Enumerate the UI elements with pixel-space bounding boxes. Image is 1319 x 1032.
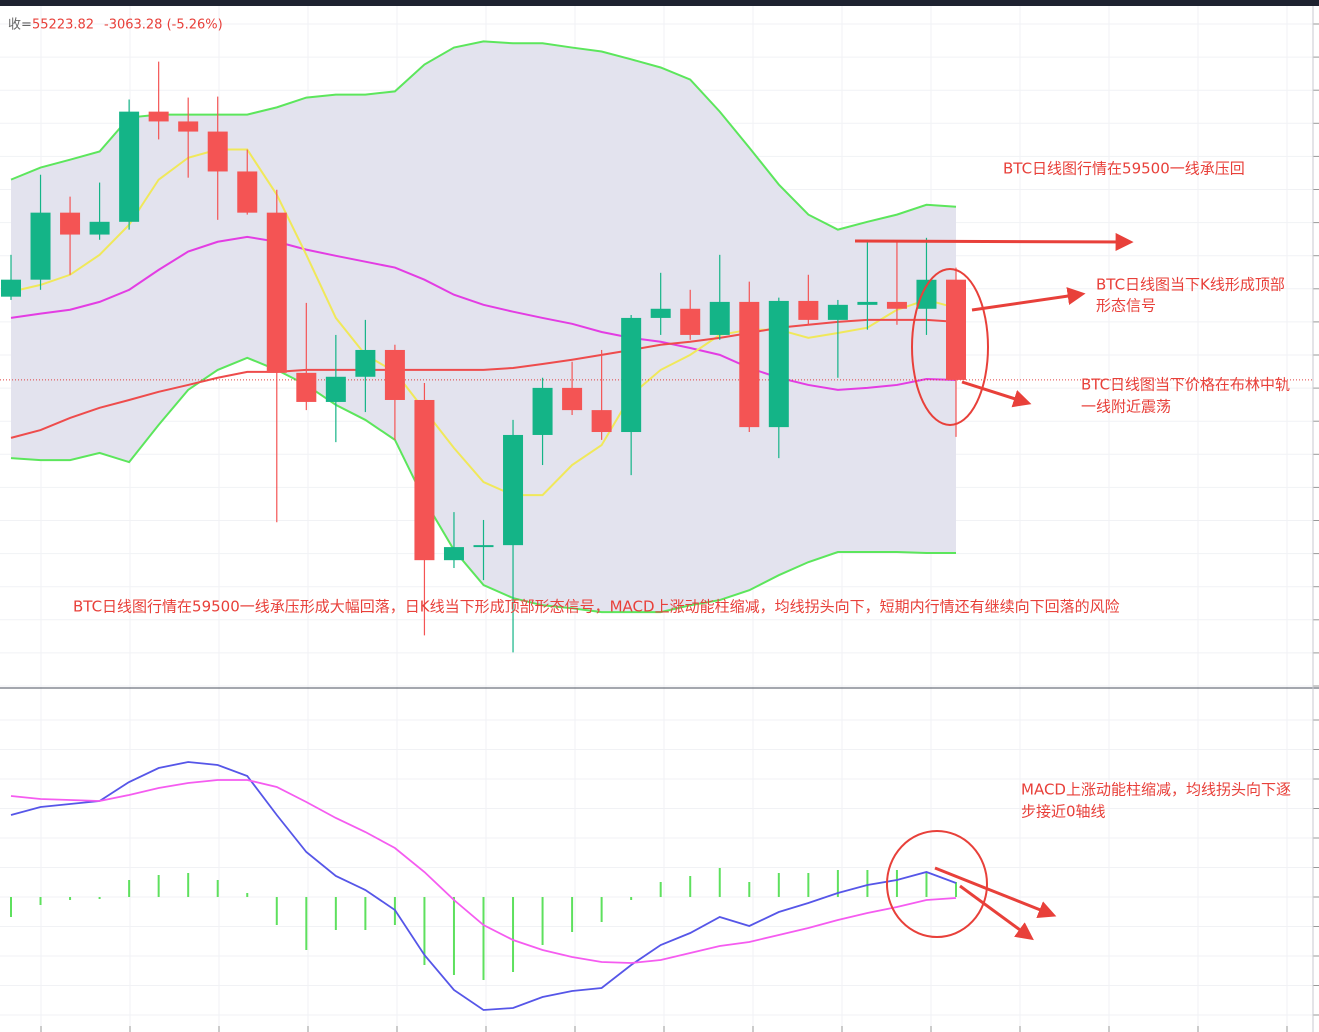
- ma-line: [10, 148, 957, 497]
- annotation: 一线附近震荡: [1081, 398, 1171, 416]
- macd-line: [10, 761, 957, 1011]
- candle-body: [178, 121, 199, 132]
- candle-body: [296, 372, 317, 402]
- candle-body: [207, 131, 228, 172]
- candle-body: [591, 410, 612, 433]
- candle-body: [709, 301, 730, 335]
- candle-body: [237, 171, 258, 213]
- candle-body: [827, 304, 848, 320]
- arrow: [971, 287, 1086, 312]
- candle-body: [60, 212, 81, 235]
- candle-body: [30, 212, 51, 280]
- annotation-shapes: [854, 232, 1134, 941]
- highlight-ellipse: [886, 830, 988, 938]
- close-label: 收=: [8, 18, 32, 33]
- macd-line: [10, 779, 957, 964]
- price-panel: [0, 40, 1313, 653]
- candle-body: [562, 387, 583, 411]
- highlight-ellipse: [911, 268, 989, 426]
- candle-body: [650, 308, 671, 318]
- candle-body: [916, 279, 937, 309]
- candle-body: [739, 301, 760, 428]
- annotation: BTC日线图当下K线形成顶部: [1096, 276, 1285, 294]
- candle-body: [473, 545, 494, 548]
- candle-body: [355, 349, 376, 377]
- annotation: 步接近0轴线: [1021, 803, 1106, 821]
- candle-body: [443, 547, 464, 561]
- annotation: BTC日线图行情在59500一线承压形成大幅回落，日K线当下形成顶部形态信号，M…: [73, 598, 1120, 616]
- arrow: [961, 380, 1032, 408]
- candle-body: [1, 279, 21, 297]
- candle-body: [89, 221, 110, 235]
- ma-line: [10, 235, 957, 391]
- candle-body: [768, 300, 789, 428]
- candle-body: [266, 212, 287, 373]
- candle-body: [886, 301, 907, 309]
- candle-body: [857, 301, 878, 305]
- arrow: [854, 232, 1134, 251]
- candle-body: [119, 111, 140, 222]
- annotation: BTC日线图行情在59500一线承压回: [1003, 160, 1245, 178]
- candle-body: [325, 376, 346, 402]
- candle-body: [532, 387, 553, 435]
- candle-body: [414, 399, 435, 561]
- arrow: [959, 884, 1034, 941]
- candle-body: [946, 279, 966, 380]
- candle-body: [148, 111, 169, 122]
- candle-body: [503, 434, 524, 546]
- macd-panel: [10, 761, 957, 1011]
- annotation: MACD上涨动能柱缩减，均线拐头向下逐: [1021, 781, 1291, 799]
- annotation: BTC日线图当下价格在布林中轨: [1081, 376, 1290, 394]
- change-value: -3063.28 (-5.26%): [104, 18, 223, 33]
- arrow: [934, 866, 1057, 919]
- top-bar: [0, 0, 1319, 6]
- bollinger-line: [10, 356, 956, 614]
- candle-body: [384, 349, 405, 400]
- close-value: 55223.82: [32, 18, 94, 33]
- annotation: 形态信号: [1096, 297, 1156, 315]
- ma-line: [10, 318, 957, 439]
- candle-body: [680, 308, 701, 335]
- candle-body: [621, 317, 642, 433]
- candle-body: [798, 300, 819, 320]
